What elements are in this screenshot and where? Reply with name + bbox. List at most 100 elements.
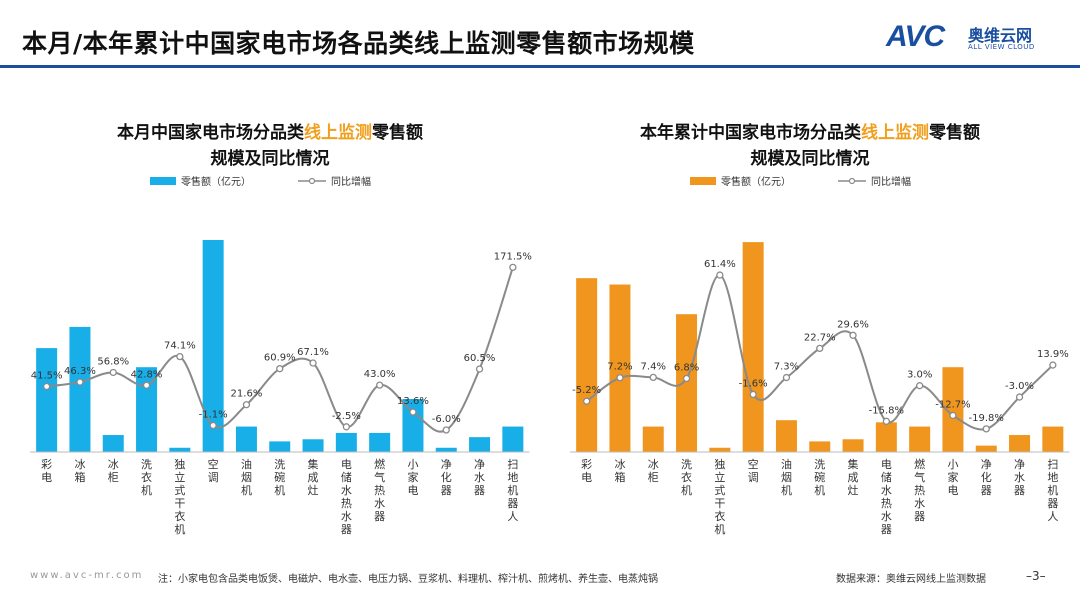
- category-char: 式: [174, 484, 185, 497]
- category-label: 小家电: [407, 458, 418, 497]
- category-char: 机: [781, 483, 792, 497]
- category-char: 小: [947, 458, 958, 471]
- category-char: 机: [507, 483, 518, 497]
- legend-bar-label: 零售额（亿元）: [181, 175, 251, 188]
- category-char: 热: [914, 484, 925, 497]
- bar: [302, 439, 324, 452]
- category-label: 集成灶: [848, 457, 859, 497]
- category-label: 洗衣机: [681, 458, 692, 497]
- category-char: 燃: [914, 457, 925, 471]
- category-char: 器: [981, 484, 992, 497]
- growth-label: -6.0%: [432, 414, 461, 425]
- growth-label: 43.0%: [364, 369, 396, 380]
- bar: [369, 432, 391, 452]
- growth-label: 6.8%: [674, 363, 699, 374]
- chart-title-highlight: 线上监测: [304, 122, 372, 143]
- growth-label: -15.8%: [869, 405, 904, 416]
- category-char: 冰: [74, 458, 85, 471]
- bar: [502, 426, 524, 452]
- category-char: 净: [474, 457, 485, 471]
- bar: [975, 445, 997, 452]
- growth-label: 46.3%: [64, 366, 96, 377]
- category-char: 扫: [1047, 458, 1058, 471]
- category-char: 化: [981, 470, 992, 484]
- category-char: 机: [141, 483, 152, 497]
- category-char: 机: [174, 522, 185, 536]
- category-char: 冰: [108, 458, 119, 471]
- category-char: 电: [407, 484, 418, 497]
- growth-point: [276, 365, 284, 373]
- legend-line-label: 同比增幅: [331, 175, 371, 188]
- bar: [69, 326, 91, 452]
- category-char: 器: [1014, 484, 1025, 497]
- growth-point: [409, 408, 417, 416]
- category-char: 干: [174, 497, 185, 510]
- category-char: 洗: [681, 458, 692, 471]
- category-char: 立: [714, 470, 725, 484]
- category-label: 彩电: [41, 458, 52, 484]
- category-char: 集: [848, 457, 859, 471]
- growth-label: -5.2%: [572, 385, 601, 396]
- category-label: 冰箱: [74, 458, 85, 484]
- category-label: 集成灶: [308, 457, 319, 497]
- bar: [469, 437, 491, 452]
- legend-line-marker: [848, 177, 856, 185]
- growth-point: [509, 263, 517, 272]
- category-label: 空调: [748, 457, 759, 484]
- growth-label: 3.0%: [907, 370, 932, 381]
- category-char: 净: [981, 457, 992, 471]
- growth-label: 7.3%: [774, 362, 799, 373]
- category-char: 彩: [581, 458, 592, 471]
- legend-line-marker: [308, 177, 316, 185]
- page-number: –3–: [1026, 569, 1046, 583]
- bar: [136, 367, 158, 452]
- legend-bar-swatch: [150, 177, 176, 185]
- category-char: 机: [714, 522, 725, 536]
- category-char: 成: [848, 471, 859, 484]
- category-char: 空: [748, 457, 759, 471]
- footer-note: 注：小家电包含品类电饭煲、电磁炉、电水壶、电压力锅、豆浆机、料理机、榨汁机、煎烤…: [158, 574, 658, 585]
- growth-point: [915, 382, 924, 390]
- category-char: 空: [208, 457, 219, 471]
- growth-point: [342, 423, 351, 431]
- category-char: 电: [947, 484, 958, 497]
- category-label: 小家电: [947, 458, 958, 497]
- category-label: 净水器: [474, 457, 485, 497]
- category-char: 气: [914, 470, 925, 484]
- bar: [576, 278, 598, 452]
- growth-point: [782, 373, 791, 382]
- growth-point: [43, 382, 51, 391]
- growth-label: -19.8%: [969, 413, 1004, 424]
- category-char: 油: [781, 457, 792, 471]
- growth-point: [982, 425, 990, 433]
- growth-point: [616, 374, 624, 382]
- growth-label: 41.5%: [31, 370, 63, 381]
- growth-point: [816, 344, 824, 353]
- bar: [335, 432, 357, 452]
- category-char: 冰: [648, 458, 659, 471]
- category-char: 机: [681, 483, 692, 497]
- growth-point: [209, 421, 217, 430]
- growth-label: 13.9%: [1037, 349, 1069, 360]
- category-label: 独立式干衣机: [174, 458, 185, 536]
- growth-label: 74.1%: [164, 341, 196, 352]
- category-char: 灶: [308, 484, 319, 497]
- category-char: 水: [474, 471, 485, 484]
- chart-subtitle: 规模及同比情况: [211, 148, 330, 169]
- category-char: 碗: [274, 470, 285, 484]
- growth-point: [242, 401, 251, 409]
- category-char: 人: [1047, 510, 1058, 523]
- category-label: 电储水热水器: [341, 458, 352, 536]
- ytd-sales-chart: 本年累计中国家电市场分品类线上监测零售额 规模及同比情况 零售额（亿元） 同比增幅 -5…: [540, 100, 1080, 550]
- category-char: 器: [1047, 497, 1058, 510]
- category-char: 热: [341, 497, 352, 510]
- growth-label: 56.8%: [97, 356, 129, 367]
- category-char: 家: [407, 470, 418, 484]
- category-char: 机: [241, 483, 252, 497]
- category-label: 冰柜: [108, 458, 119, 484]
- growth-label: -1.6%: [739, 378, 768, 389]
- category-char: 彩: [41, 458, 52, 471]
- category-label: 油烟机: [241, 457, 252, 497]
- header-rule: [0, 65, 1080, 68]
